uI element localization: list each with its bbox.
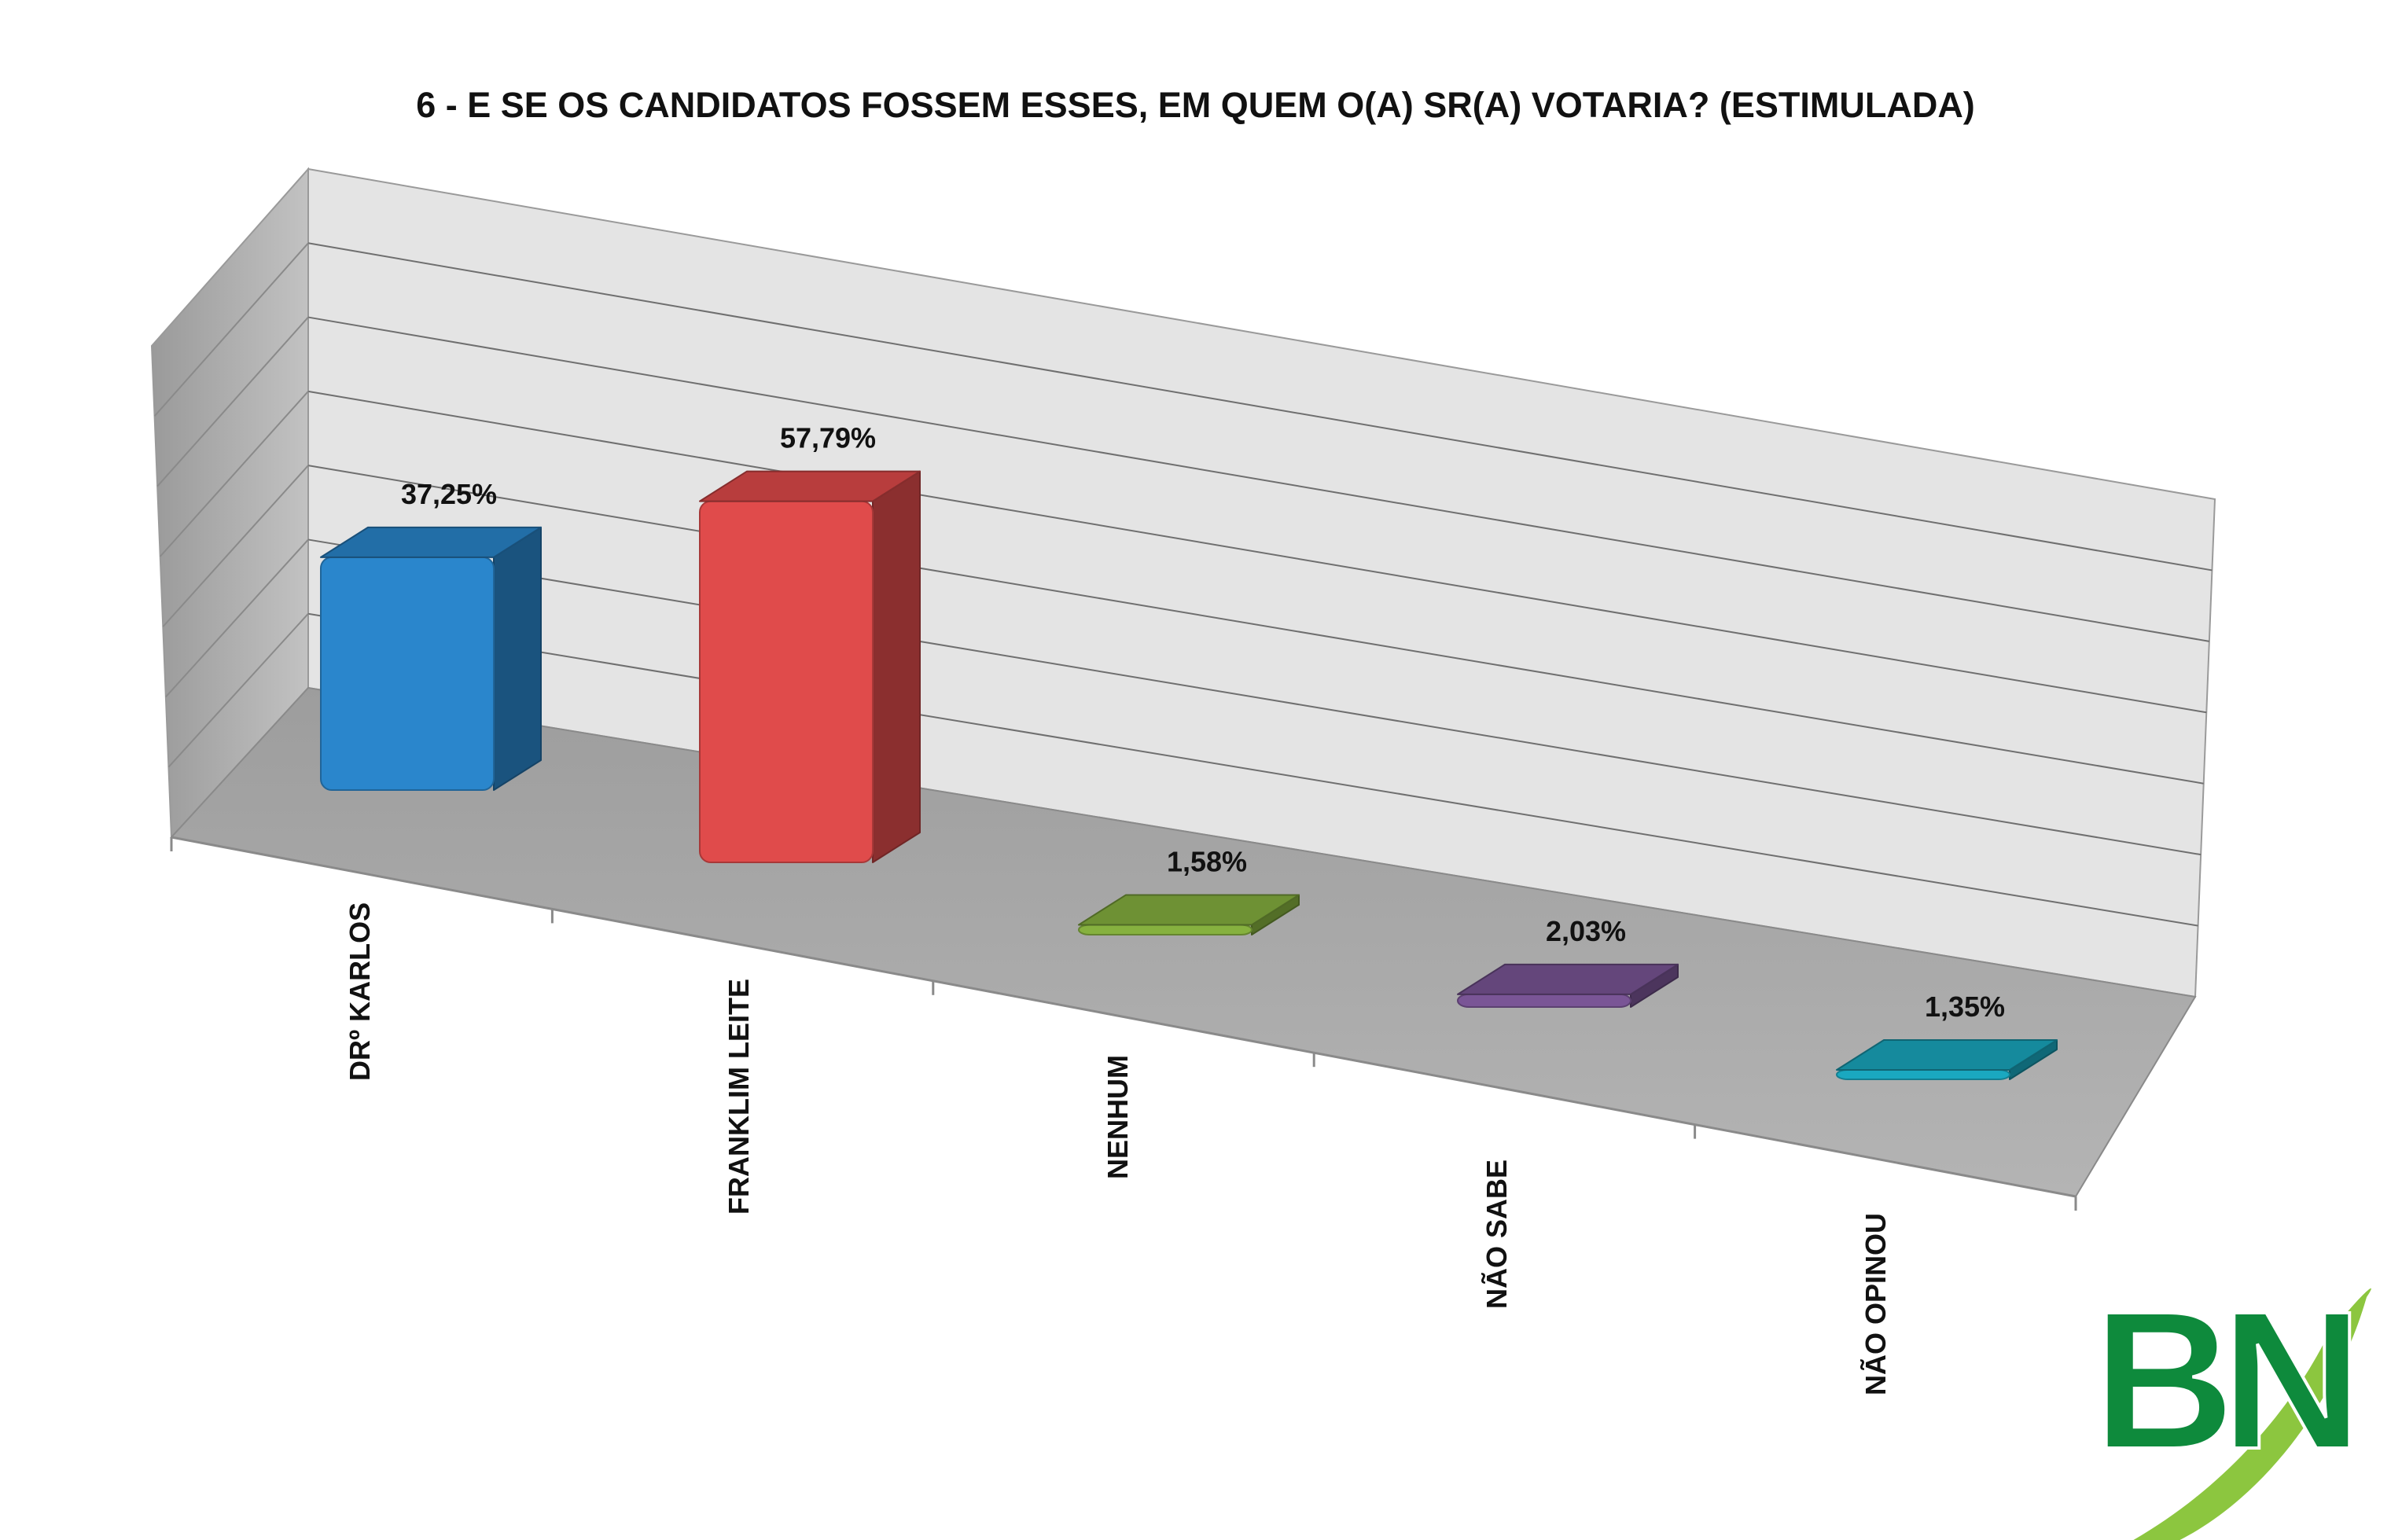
side-gridline xyxy=(159,391,309,557)
bars-group xyxy=(320,470,2058,1080)
category-labels: DRº KARLOS FRANKLIM LEITE NENHUM NÃO SABE NÃ… xyxy=(344,902,1892,1395)
gridline xyxy=(307,538,2202,856)
gridline xyxy=(307,465,2204,785)
value-label: 1,35% xyxy=(1925,991,2005,1023)
gridline xyxy=(307,316,2210,642)
category-label: NENHUM xyxy=(1102,1055,1134,1179)
value-label: 2,03% xyxy=(1546,915,1626,947)
gridline xyxy=(307,612,2198,927)
gridline xyxy=(307,390,2207,714)
value-label: 37,25% xyxy=(401,478,497,510)
chart-title: 6 - E SE OS CANDIDATOS FOSSEM ESSES, EM … xyxy=(416,85,1975,125)
bar xyxy=(1836,1039,2058,1080)
value-labels: 37,25% 57,79% 1,58% 2,03% 1,35% xyxy=(401,422,2005,1023)
category-label: FRANKLIM LEITE xyxy=(723,979,755,1215)
logo-swoosh-icon xyxy=(2133,1288,2371,1540)
bn-logo: BN xyxy=(2091,1269,2371,1540)
side-gridline xyxy=(167,613,309,768)
x-axis xyxy=(171,836,2076,1198)
category-label: NÃO OPINOU xyxy=(1859,1213,1892,1395)
side-gridline xyxy=(153,242,309,417)
bar xyxy=(1457,963,1679,1008)
value-label: 57,79% xyxy=(780,422,876,454)
logo-text: BN xyxy=(2093,1270,2350,1490)
side-gridline xyxy=(162,465,309,627)
side-gridline xyxy=(156,316,309,487)
category-label: DRº KARLOS xyxy=(344,902,376,1081)
bar xyxy=(699,470,921,864)
value-label: 1,58% xyxy=(1167,845,1247,877)
bar xyxy=(1078,894,1300,935)
x-axis-ticks xyxy=(170,837,2077,1211)
category-label: NÃO SABE xyxy=(1480,1160,1513,1309)
gridlines xyxy=(153,242,2213,927)
gridline xyxy=(307,242,2213,572)
bar xyxy=(320,526,542,791)
side-gridline xyxy=(165,538,309,698)
